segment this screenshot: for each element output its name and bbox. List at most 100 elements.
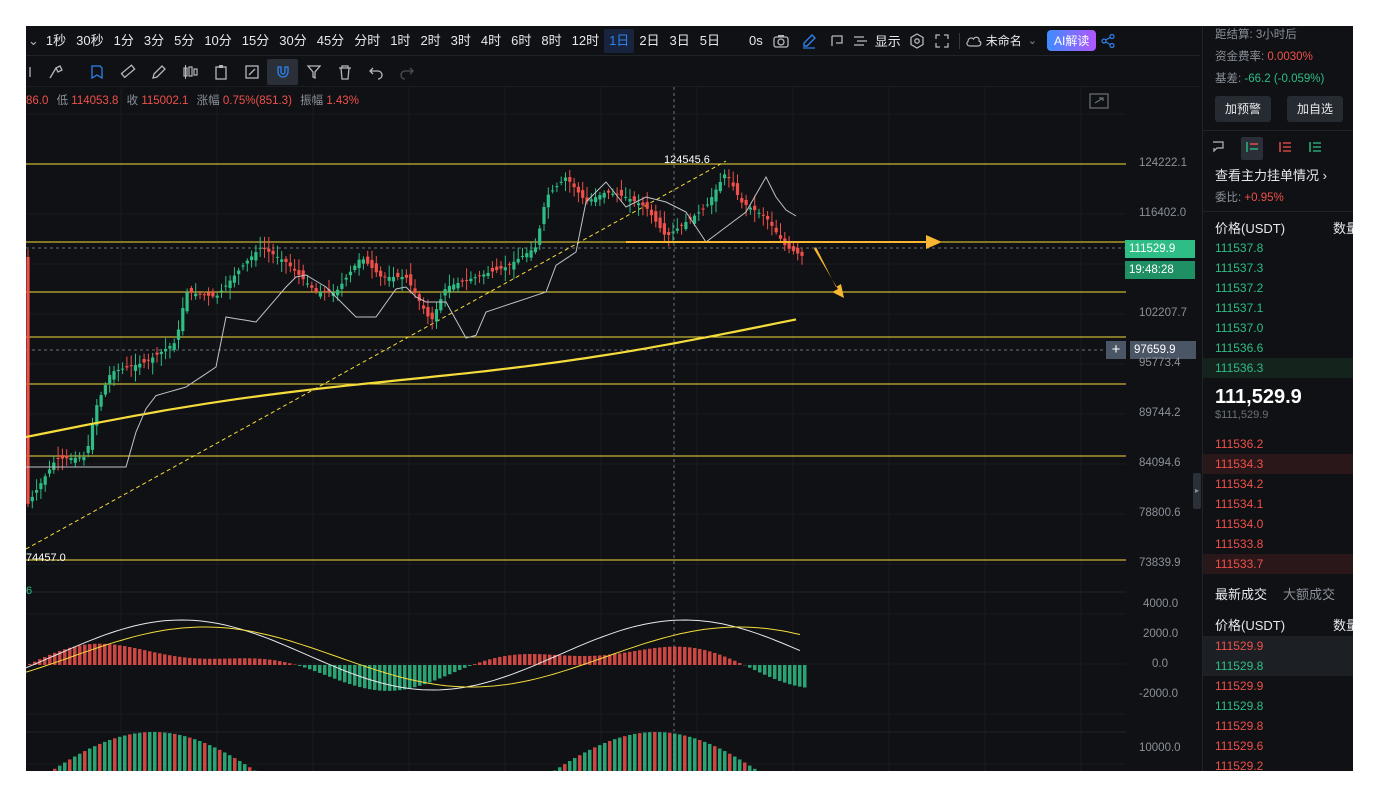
candle-body (228, 280, 232, 288)
candle-body (146, 359, 150, 361)
add-watchlist-button[interactable]: 加自选 (1287, 96, 1344, 122)
book-mode-both-icon[interactable] (1241, 136, 1263, 160)
timeframe-8[interactable]: 45分 (316, 32, 345, 48)
timeframe-11[interactable]: 2时 (420, 32, 441, 48)
macd-bar (288, 663, 292, 665)
volume-bar (708, 743, 712, 771)
volume-bar (108, 739, 112, 771)
settings-icon[interactable] (905, 29, 929, 53)
cloud-icon[interactable] (964, 29, 984, 53)
volume-bar (618, 737, 622, 771)
macd-bar (328, 665, 332, 677)
candle-body (112, 371, 116, 380)
candle-body (35, 490, 39, 493)
timeframe-9[interactable]: 分时 (354, 32, 381, 48)
pencil-icon[interactable] (143, 59, 174, 85)
macd-bar (588, 655, 592, 665)
timeframe-6[interactable]: 15分 (241, 32, 270, 48)
trade-price: 111529.8 (1215, 699, 1264, 713)
timeframe-3[interactable]: 3分 (143, 32, 165, 48)
volume-bar (58, 765, 62, 771)
timeframe-4[interactable]: 5分 (174, 32, 195, 48)
clipboard-icon[interactable] (205, 59, 236, 85)
indicator-list-icon[interactable] (851, 29, 871, 53)
timeframe-2[interactable]: 1分 (113, 32, 134, 48)
asks-row[interactable]: 111536.6 (1203, 338, 1353, 358)
add-level-button[interactable]: + (1106, 341, 1126, 359)
line-tool-icon[interactable] (26, 59, 40, 85)
share-icon[interactable] (1096, 29, 1120, 53)
timeframe-1[interactable]: 30秒 (76, 32, 104, 48)
timeframe-14[interactable]: 6时 (511, 32, 532, 48)
bids-row[interactable]: 111534.2 (1203, 474, 1353, 494)
main-orders-link[interactable]: 查看主力挂单情况 › (1203, 165, 1353, 187)
asks-row[interactable]: 111537.1 (1203, 298, 1353, 318)
layout-name[interactable]: 未命名 (985, 34, 1022, 48)
layout-chevron-icon[interactable]: ⌄ (1027, 35, 1037, 47)
amp-label: 振幅 (300, 95, 324, 107)
camera-icon[interactable] (767, 29, 795, 53)
bookmark-tool-icon[interactable] (81, 59, 112, 85)
undo-icon[interactable] (360, 59, 391, 85)
tab-big-trades[interactable]: 大额成交 (1283, 587, 1336, 602)
display-button[interactable]: 显示 (874, 34, 901, 49)
redo-icon[interactable] (391, 59, 422, 85)
bids-row[interactable]: 111534.0 (1203, 514, 1353, 534)
timeframe-17[interactable]: 1日 (604, 28, 635, 53)
candle-body (662, 223, 666, 235)
macd-bar (508, 655, 512, 665)
add-alert-button[interactable]: 加预警 (1215, 96, 1272, 122)
ruler-icon[interactable] (112, 59, 143, 85)
price-axis-label: 73839.9 (1139, 557, 1181, 569)
chart-canvas[interactable] (26, 87, 1200, 771)
volume-bar (203, 742, 207, 771)
macd-bar (603, 655, 607, 665)
book-mode-asks-icon[interactable] (1277, 139, 1293, 158)
asks-row[interactable]: 111537.2 (1203, 278, 1353, 298)
trash-icon[interactable] (329, 59, 360, 85)
price-axis-label: 84094.6 (1139, 457, 1181, 469)
tab-latest-trades[interactable]: 最新成交 (1215, 587, 1268, 602)
asks-row[interactable]: 111537.3 (1203, 258, 1353, 278)
collapse-panel-handle[interactable]: ▸ (1193, 473, 1201, 509)
bids-row[interactable]: 111534.1 (1203, 494, 1353, 514)
bids-row[interactable]: 111534.3 (1203, 454, 1353, 474)
book-mode-single-icon[interactable] (1211, 139, 1227, 158)
timeframe-7[interactable]: 30分 (279, 32, 307, 48)
asks-row[interactable]: 111537.8 (1203, 238, 1353, 258)
note-edit-icon[interactable] (236, 59, 267, 85)
filter-icon[interactable] (298, 59, 329, 85)
chevron-down-icon[interactable]: ⌄ (28, 32, 39, 48)
timeframe-0[interactable]: 1秒 (45, 32, 67, 48)
timeframe-10[interactable]: 1时 (390, 32, 411, 48)
brush-tool-icon[interactable] (40, 59, 71, 85)
asks-row[interactable]: 111537.0 (1203, 318, 1353, 338)
asks-row[interactable]: 111536.3 (1203, 358, 1353, 378)
timeframe-20[interactable]: 5日 (699, 32, 721, 48)
pen-draw-icon[interactable] (795, 29, 823, 53)
volume-bar (743, 762, 747, 771)
candle-body (65, 455, 69, 459)
candle-pattern-icon[interactable] (174, 59, 205, 85)
timeframe-5[interactable]: 10分 (204, 32, 232, 48)
timeframe-12[interactable]: 3时 (450, 32, 471, 48)
timeframe-18[interactable]: 2日 (639, 32, 660, 48)
bids-row[interactable]: 111533.7 (1203, 554, 1353, 574)
candle-body (43, 476, 47, 485)
bids-price: 111533.8 (1215, 537, 1264, 551)
timeframe-19[interactable]: 3日 (669, 32, 690, 48)
book-mode-bids-icon[interactable] (1307, 139, 1323, 158)
bids-row[interactable]: 111536.2 (1203, 434, 1353, 454)
timeframe-13[interactable]: 4时 (480, 32, 502, 48)
fullscreen-icon[interactable] (929, 29, 955, 53)
timeframe-15[interactable]: 8时 (541, 32, 562, 48)
ai-analysis-button[interactable]: AI解读 (1047, 30, 1097, 51)
price-axis-label: 78800.6 (1139, 507, 1181, 519)
replay-icon[interactable] (823, 29, 851, 53)
magnet-icon[interactable] (267, 58, 298, 85)
timeframe-16[interactable]: 12时 (571, 32, 600, 48)
bids-row[interactable]: 111533.8 (1203, 534, 1353, 554)
volume-bar (608, 740, 612, 771)
price-chart[interactable]: 86.0 低 114053.8 收 115002.1 涨幅 0.75%(851.… (26, 87, 1201, 771)
macd-partial-label: 6 (26, 585, 33, 597)
